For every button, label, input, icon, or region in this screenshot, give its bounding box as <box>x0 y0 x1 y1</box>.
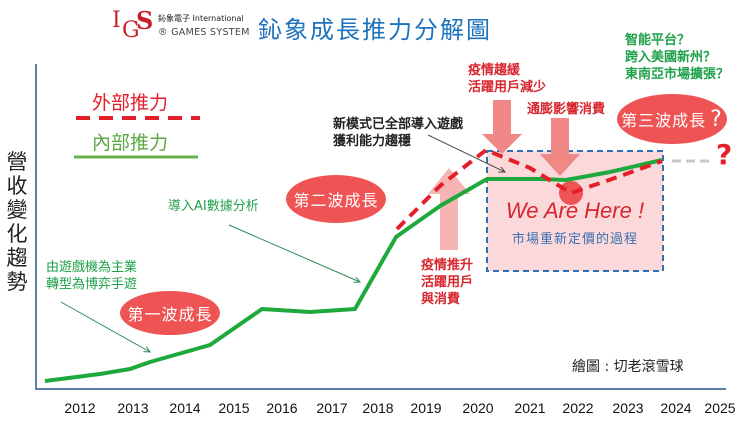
logo-letter-s: S <box>136 6 154 35</box>
inflation-down-arrow <box>540 118 580 176</box>
we-are-here-label: We Are Here ! 市場重新定價的過程 <box>485 198 665 247</box>
year-label: 2021 <box>514 400 546 416</box>
future-question-mark: ? <box>716 138 733 171</box>
legend-external-label: 外部推力 <box>92 92 169 114</box>
year-label: 2022 <box>562 400 594 416</box>
logo-company-english: ® GAMES SYSTEM <box>158 27 250 38</box>
pandemic-down-arrow <box>482 100 522 154</box>
year-label: 2016 <box>266 400 298 416</box>
transition-pointer-arrow <box>60 301 150 352</box>
chart-title: 鈊象成長推力分解圖 <box>258 16 492 44</box>
internal-force-line <box>44 158 663 383</box>
repricing-text: 市場重新定價的過程 <box>511 232 638 247</box>
pandemic-down-note: 疫情趨緩 活躍用戶減少 <box>468 63 547 95</box>
wave2-bubble: 第二波成長 <box>286 175 386 223</box>
year-label: 2012 <box>64 400 96 416</box>
pandemic-up-note: 疫情推升 活躍用戶 與消費 <box>421 258 474 307</box>
year-label: 2019 <box>410 400 442 416</box>
repricing-box <box>486 150 664 272</box>
logo-letter-i: I <box>112 8 121 33</box>
ai-pointer-arrow <box>228 224 360 282</box>
year-label: 2018 <box>362 400 394 416</box>
we-are-here-text: We Are Here ! <box>505 198 645 223</box>
year-label: 2013 <box>117 400 149 416</box>
year-label: 2025 <box>704 400 736 416</box>
y-axis-label: 營收變化趨勢 <box>6 150 28 294</box>
wave3-bubble: 第三波成長? <box>617 94 727 144</box>
ai-note: 導入AI數據分析 <box>168 199 259 214</box>
year-label: 2017 <box>316 400 348 416</box>
year-label: 2024 <box>660 400 692 416</box>
year-label: 2023 <box>612 400 644 416</box>
year-label: 2014 <box>169 400 201 416</box>
x-axis-year-labels: 2012 2013 2014 2015 2016 2017 2018 2019 … <box>0 400 740 420</box>
inflation-note: 通膨影響消費 <box>527 102 606 117</box>
transition-note: 由遊戲機為主業 轉型為博弈手遊 <box>46 260 138 292</box>
new-model-pointer-arrow <box>427 134 505 172</box>
external-force-line <box>395 148 663 231</box>
future-note: 智能平台？ 跨入美國新州？ 東南亞市場擴張？ <box>625 33 730 82</box>
credit-text: 繪圖 : 切老滾雪球 <box>572 359 684 375</box>
logo-letter-g: G <box>122 18 140 43</box>
year-label: 2015 <box>218 400 250 416</box>
year-label: 2020 <box>462 400 494 416</box>
logo-company-chinese: 鈊象電子 International <box>158 14 244 23</box>
new-model-note: 新模式已全部導入遊戲 獲利能力趨穩 <box>333 117 464 149</box>
legend-internal-label: 內部推力 <box>92 132 169 154</box>
wave1-bubble: 第一波成長 <box>120 291 220 335</box>
